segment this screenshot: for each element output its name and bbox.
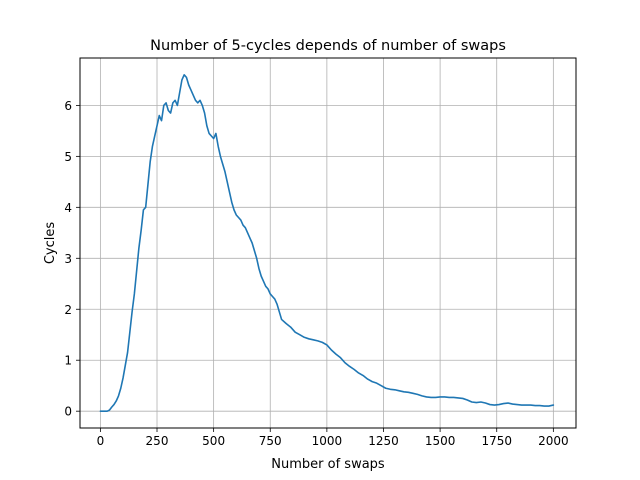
y-axis-label: Cycles (43, 222, 58, 265)
x-axis: 0 250 500 750 1000 1250 1500 1750 2000 (97, 428, 569, 448)
x-tick-label: 2000 (538, 434, 569, 448)
x-tick-label: 1250 (368, 434, 399, 448)
y-axis: 0 1 2 3 4 5 6 (64, 99, 80, 419)
series-line (99, 74, 555, 412)
x-tick-label: 1750 (481, 434, 512, 448)
x-tick-label: 1500 (425, 434, 456, 448)
chart-title: Number of 5-cycles depends of number of … (150, 38, 506, 54)
y-tick-label: 6 (64, 99, 72, 113)
series-layer (99, 74, 555, 412)
x-tick-label: 250 (146, 434, 169, 448)
y-tick-label: 3 (64, 252, 72, 266)
x-tick-label: 750 (259, 434, 282, 448)
x-tick-label: 1000 (312, 434, 343, 448)
y-tick-label: 5 (64, 150, 72, 164)
plot-frame (79, 57, 577, 429)
x-tick-label: 0 (97, 434, 105, 448)
y-tick-label: 4 (64, 201, 72, 215)
y-tick-label: 2 (64, 303, 72, 317)
x-axis-label: Number of swaps (271, 457, 385, 472)
y-tick-label: 1 (64, 354, 72, 368)
grid (80, 58, 576, 428)
x-tick-label: 500 (202, 434, 225, 448)
y-tick-label: 0 (64, 405, 72, 419)
